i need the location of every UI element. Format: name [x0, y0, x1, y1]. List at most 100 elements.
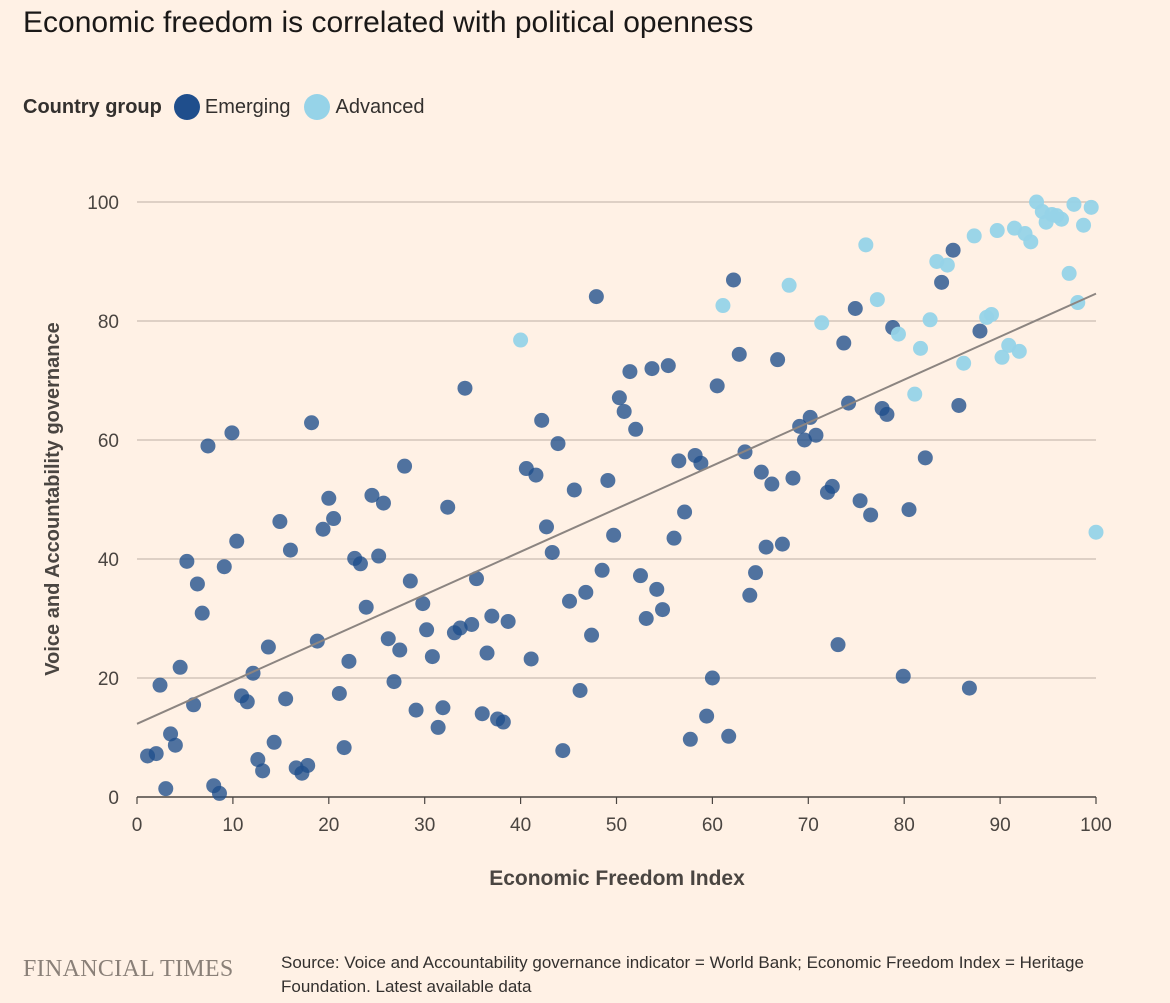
- point-emerging: [699, 708, 715, 724]
- point-emerging: [424, 649, 440, 665]
- y-tick-label: 60: [98, 431, 119, 452]
- point-emerging: [179, 553, 195, 569]
- point-emerging: [600, 472, 616, 488]
- point-emerging: [430, 719, 446, 735]
- point-advanced: [966, 228, 982, 244]
- point-emerging: [572, 682, 588, 698]
- point-emerging: [397, 458, 413, 474]
- point-advanced: [513, 332, 529, 348]
- point-advanced: [1023, 234, 1039, 250]
- point-emerging: [167, 737, 183, 753]
- point-emerging: [588, 289, 604, 305]
- legend-label-advanced: Advanced: [335, 95, 425, 118]
- point-emerging: [457, 380, 473, 396]
- point-emerging: [278, 691, 294, 707]
- point-emerging: [380, 631, 396, 647]
- point-emerging: [500, 613, 516, 629]
- point-emerging: [300, 757, 316, 773]
- point-advanced: [715, 298, 731, 314]
- point-emerging: [660, 358, 676, 374]
- y-tick-label: 40: [98, 550, 119, 571]
- x-tick-label: 10: [222, 815, 243, 836]
- point-emerging: [934, 274, 950, 290]
- point-emerging: [534, 412, 550, 428]
- point-emerging: [852, 493, 868, 509]
- point-emerging: [847, 301, 863, 317]
- x-axis-label: Economic Freedom Index: [489, 867, 745, 890]
- point-emerging: [484, 608, 500, 624]
- point-emerging: [464, 616, 480, 632]
- x-tick-label: 60: [702, 815, 723, 836]
- point-emerging: [972, 323, 988, 339]
- point-emerging: [331, 685, 347, 701]
- point-emerging: [440, 499, 456, 515]
- point-emerging: [632, 568, 648, 584]
- point-advanced: [989, 223, 1005, 239]
- point-emerging: [158, 781, 174, 797]
- y-tick-label: 100: [87, 193, 119, 214]
- point-emerging: [638, 611, 654, 626]
- y-tick-label: 0: [108, 788, 119, 809]
- point-advanced: [781, 277, 797, 293]
- point-emerging: [808, 427, 824, 443]
- point-advanced: [1083, 199, 1099, 215]
- point-emerging: [901, 502, 917, 518]
- point-emerging: [785, 470, 801, 486]
- point-advanced: [1088, 524, 1104, 540]
- point-advanced: [1061, 265, 1077, 281]
- point-emerging: [725, 272, 741, 288]
- point-emerging: [671, 453, 687, 469]
- point-emerging: [758, 539, 774, 555]
- point-emerging: [566, 482, 582, 498]
- point-advanced: [1011, 343, 1027, 359]
- legend-label-emerging: Emerging: [204, 95, 291, 118]
- point-advanced: [956, 355, 972, 371]
- x-tick-label: 20: [318, 815, 339, 836]
- point-emerging: [753, 464, 769, 480]
- point-emerging: [266, 734, 282, 750]
- point-emerging: [352, 556, 368, 572]
- point-emerging: [304, 415, 320, 431]
- point-advanced: [1066, 196, 1082, 212]
- point-emerging: [824, 478, 840, 494]
- y-axis-label: Voice and Accountability governance: [42, 322, 64, 675]
- data-points: [140, 194, 1104, 801]
- point-emerging: [836, 335, 852, 351]
- legend-swatch-advanced: [304, 94, 331, 120]
- point-advanced: [814, 315, 830, 331]
- x-tick-label: 80: [894, 815, 915, 836]
- point-emerging: [544, 544, 560, 560]
- x-tick-label: 30: [414, 815, 435, 836]
- legend-title: Country group: [23, 95, 162, 118]
- legend-item-advanced: Advanced: [304, 94, 424, 120]
- point-emerging: [326, 511, 342, 527]
- scatter-chart: 0 20 40 60 80 100 0 10 20 30 40 50 60 70 80 90 100 Voic…: [42, 193, 1112, 890]
- point-emerging: [951, 397, 967, 413]
- point-emerging: [879, 406, 895, 422]
- point-emerging: [555, 743, 571, 759]
- y-tick-label: 80: [98, 312, 119, 333]
- point-emerging: [468, 571, 484, 587]
- point-emerging: [194, 605, 210, 621]
- point-emerging: [550, 436, 566, 452]
- point-emerging: [682, 731, 698, 747]
- point-emerging: [644, 361, 660, 377]
- point-emerging: [704, 670, 720, 686]
- point-advanced: [922, 312, 938, 328]
- point-emerging: [495, 714, 511, 730]
- point-emerging: [742, 587, 758, 603]
- point-emerging: [200, 438, 216, 454]
- point-emerging: [666, 530, 682, 546]
- point-emerging: [578, 584, 594, 600]
- point-advanced: [1053, 211, 1069, 227]
- x-tick-label: 40: [510, 815, 531, 836]
- point-emerging: [224, 425, 240, 441]
- trendline-group: [136, 292, 1097, 725]
- point-advanced: [983, 306, 999, 322]
- point-advanced: [869, 292, 885, 308]
- point-emerging: [649, 581, 665, 597]
- point-advanced: [907, 386, 923, 402]
- point-emerging: [945, 242, 961, 258]
- point-advanced: [994, 349, 1010, 365]
- point-emerging: [364, 487, 380, 503]
